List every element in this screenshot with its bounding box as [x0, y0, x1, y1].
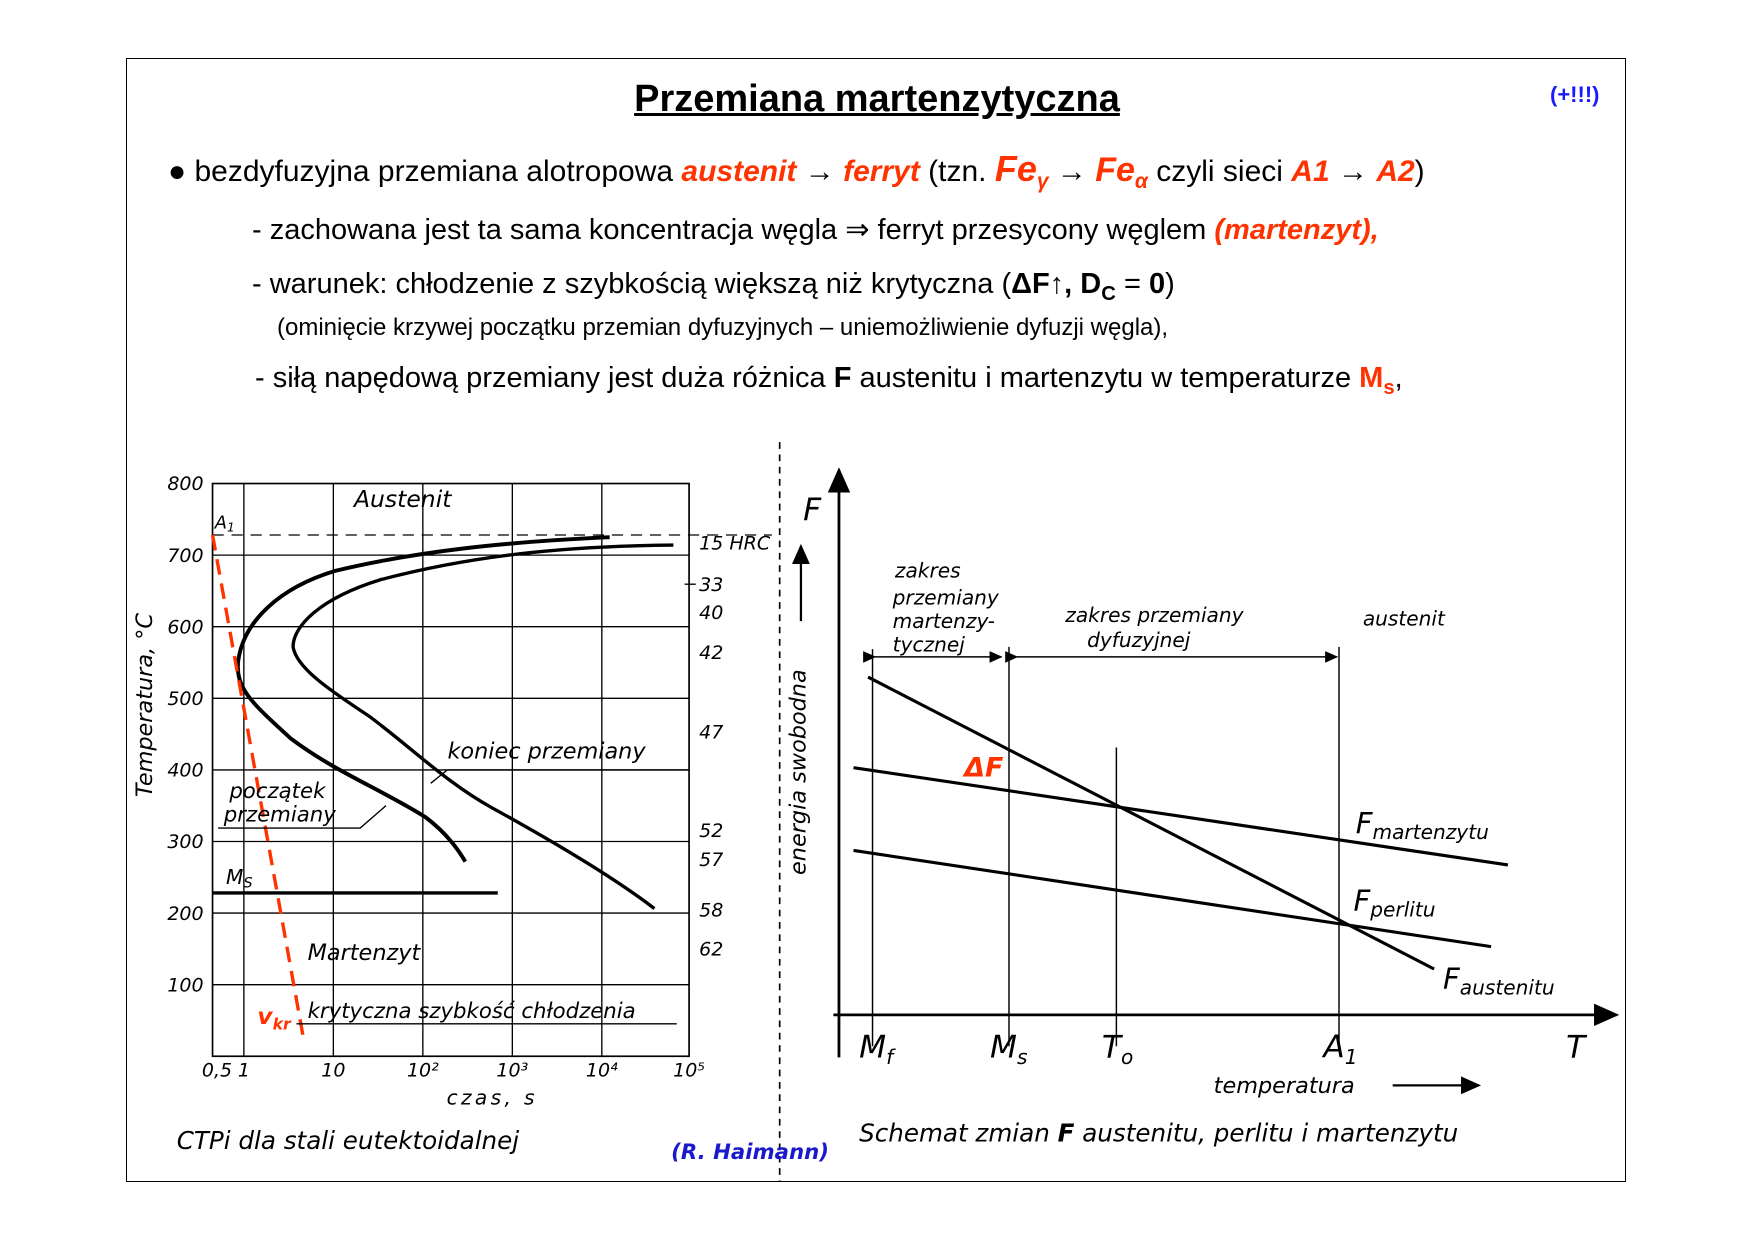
x-tick-label: 10³ [496, 1059, 528, 1081]
poczatek-leader [218, 805, 387, 829]
slide-frame [126, 58, 1626, 1182]
bullet-1: ● bezdyfuzyjna przemiana alotropowa aust… [168, 148, 1425, 193]
austenite-line [867, 675, 1435, 971]
x-tick-label: Mf [859, 1029, 896, 1069]
label-f-perlitu: Fperlitu [1354, 884, 1436, 922]
bullet-2: - zachowana jest ta sama koncentracja wę… [252, 214, 1379, 246]
y-tick-label: 500 [167, 688, 203, 710]
transformation-end-curve [291, 543, 674, 910]
page-title: Przemiana martenzytyczna [634, 78, 1120, 120]
bullet-4: - siłą napędową przemiany jest duża różn… [255, 362, 1403, 399]
x-axis-T: T [1566, 1029, 1588, 1065]
y-axis-F: F [803, 492, 822, 528]
svg-text:przemiany: przemiany [892, 585, 1000, 609]
x-tick-label: To [1102, 1029, 1133, 1069]
label-krytyczna: krytyczna szybkość chłodzenia [308, 999, 636, 1024]
x-axis-label-right: temperatura [1214, 1073, 1355, 1099]
label-f-austenitu: Faustenitu [1443, 962, 1555, 1000]
svg-text:zakres: zakres [894, 558, 961, 582]
label-austenit: Austenit [352, 485, 452, 513]
critical-cooling-line [210, 534, 306, 1044]
pearlite-line [853, 848, 1492, 949]
source-credit: (R. Haimann) [671, 1140, 829, 1165]
label-zakres-dyf-2: dyfuzyjnej [1087, 628, 1191, 652]
svg-text:martenzy-: martenzy- [893, 609, 995, 633]
x-tick-label: 10⁴ [586, 1059, 618, 1081]
label-poczatek-2: przemiany [223, 802, 337, 827]
y-tick-label: 800 [167, 473, 203, 495]
label-koniec: koniec przemiany [447, 739, 646, 765]
label-f-martenzytu: Fmartenzytu [1356, 807, 1489, 845]
martensite-line [853, 766, 1509, 867]
hrc-label: 42 [699, 642, 723, 664]
y-tick-label: 300 [167, 831, 203, 853]
hrc-label: 15 HRC [699, 533, 771, 555]
importance-note: (+!!!) [1550, 82, 1600, 107]
y-tick-label: 100 [167, 974, 203, 996]
x-tick-label: 0,5 [202, 1059, 232, 1081]
free-energy-diagram [791, 467, 1620, 1095]
svg-text:tycznej: tycznej [893, 632, 966, 656]
label-zakres-mart: zakres przemiany martenzy- tycznej [892, 558, 1000, 656]
x-tick-label: A1 [1321, 1029, 1357, 1069]
x-tick-label: Ms [990, 1029, 1028, 1069]
label-martenzyt: Martenzyt [308, 940, 422, 966]
label-a1: A1 [214, 512, 235, 534]
hrc-label: 40 [699, 602, 723, 624]
y-axis-label: Temperatura, °C [132, 613, 158, 798]
hrc-label: 62 [699, 939, 723, 961]
y-tick-label: 200 [167, 903, 203, 925]
bullet-3-note: (ominięcie krzywej początku przemian dyf… [277, 314, 1169, 341]
label-poczatek-1: początek [228, 779, 326, 804]
hrc-label: 33 [699, 574, 723, 596]
x-tick-label: 1 [238, 1059, 250, 1081]
ctpi-diagram [210, 482, 772, 1058]
label-zakres-dyf-1: zakres przemiany [1064, 603, 1244, 627]
koniec-leader [430, 769, 688, 784]
label-austenit-right: austenit [1363, 607, 1446, 631]
label-ms: MS [226, 865, 253, 891]
hrc-label: 47 [699, 722, 723, 744]
hrc-label: 58 [699, 899, 723, 921]
y-axis-label-right: energia swobodna [785, 669, 811, 875]
label-delta-f: ΔF [962, 753, 1003, 784]
hrc-label: 52 [699, 820, 723, 842]
bullet-3: - warunek: chłodzenie z szybkością więks… [252, 268, 1175, 305]
x-tick-label: 10 [321, 1059, 345, 1081]
y-tick-label: 700 [167, 545, 203, 567]
caption-left: CTPi dla stali eutektoidalnej [177, 1126, 520, 1155]
y-tick-label: 600 [167, 616, 203, 638]
right-chart-ticks: Mf Ms To A1 [859, 1029, 1357, 1069]
y-tick-label: 400 [167, 760, 203, 782]
x-axis-label: czas, s [447, 1085, 538, 1109]
hrc-label: 57 [699, 849, 723, 871]
left-chart-tick-labels: 800 700 600 500 400 300 200 100 0,5 1 10 10² 10³ 10⁴ 1… [167, 473, 771, 1081]
x-tick-label: 10⁵ [673, 1059, 705, 1081]
caption-right: Schemat zmian F austenitu, perlitu i mar… [859, 1118, 1458, 1147]
label-vkr: vkr [257, 1002, 292, 1034]
x-tick-label: 10² [407, 1059, 439, 1081]
